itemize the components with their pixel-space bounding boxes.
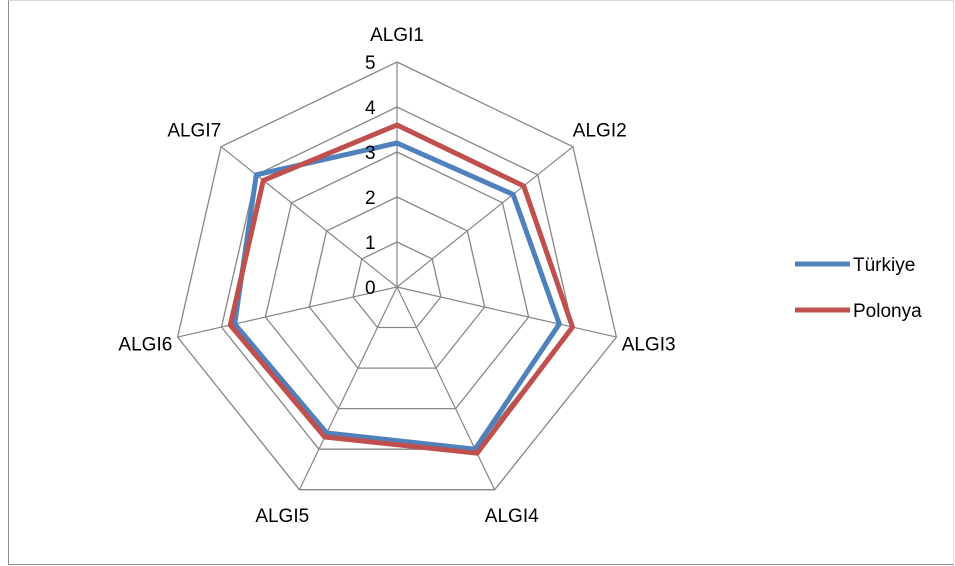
- axis-spoke-6: [177, 286, 398, 338]
- category-label-algi4: ALGI4: [485, 506, 539, 527]
- series-line-polonya: [227, 122, 575, 456]
- axis-spoke-7: [220, 146, 398, 288]
- axis-spoke-4: [396, 286, 496, 490]
- tick-label-0: 0: [365, 278, 376, 299]
- legend-label-turkiye: Türkiye: [853, 255, 915, 276]
- radial-axis-ticks: 0 1 2 3 4 5: [365, 53, 376, 299]
- tick-label-5: 5: [365, 53, 376, 74]
- category-label-algi2: ALGI2: [573, 120, 627, 141]
- legend-label-polonya: Polonya: [853, 301, 922, 322]
- category-labels: ALGI1 ALGI2 ALGI3 ALGI4 ALGI5 ALGI6 ALGI7: [118, 25, 675, 527]
- tick-label-1: 1: [365, 233, 376, 254]
- tick-label-4: 4: [365, 98, 376, 119]
- radar-series: [227, 122, 575, 456]
- tick-label-3: 3: [365, 143, 376, 164]
- radar-grid: [176, 61, 618, 491]
- chart-area: [8, 0, 954, 565]
- axis-spoke-5: [298, 286, 398, 490]
- category-label-algi6: ALGI6: [118, 334, 172, 355]
- tick-label-2: 2: [365, 188, 376, 209]
- grid-ring-2: [308, 196, 486, 369]
- category-label-algi3: ALGI3: [622, 334, 676, 355]
- grid-ring-5: [176, 61, 618, 491]
- axis-spoke-2: [396, 146, 574, 288]
- grid-ring-3: [264, 151, 530, 410]
- category-label-algi7: ALGI7: [167, 120, 221, 141]
- series-line-turkiye: [232, 140, 562, 452]
- category-label-algi5: ALGI5: [255, 506, 309, 527]
- legend: Türkiye Polonya: [795, 255, 922, 322]
- grid-ring-1: [352, 241, 442, 329]
- category-label-algi1: ALGI1: [370, 25, 424, 46]
- axis-spoke-3: [396, 286, 617, 338]
